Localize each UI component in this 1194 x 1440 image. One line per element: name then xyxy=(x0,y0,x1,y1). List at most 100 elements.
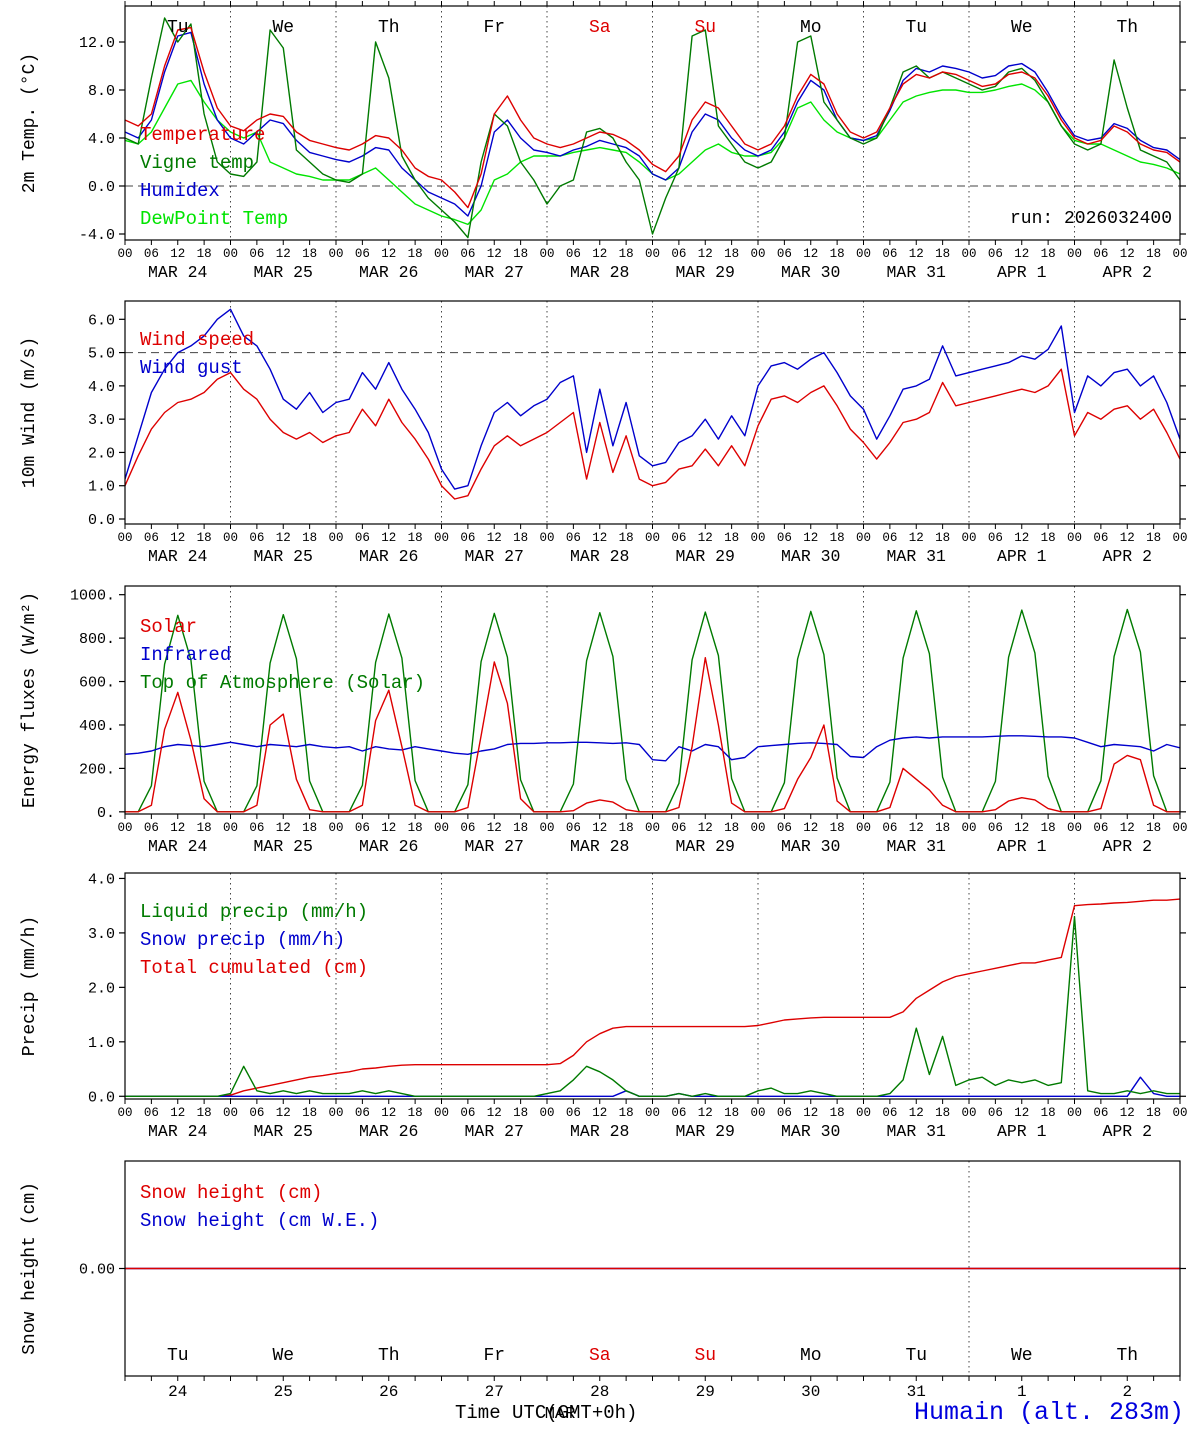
hour-label: 12 xyxy=(909,1106,924,1120)
hour-label: 12 xyxy=(909,247,924,261)
hour-label: 00 xyxy=(961,821,976,835)
hour-label: 18 xyxy=(830,821,845,835)
hour-label: 18 xyxy=(302,1106,317,1120)
y-tick-label: 600. xyxy=(79,675,115,692)
hour-label: 06 xyxy=(777,531,792,545)
hour-label: 12 xyxy=(170,1106,185,1120)
hour-label: 06 xyxy=(671,531,686,545)
hour-label: 00 xyxy=(223,1106,238,1120)
hour-label: 18 xyxy=(830,1106,845,1120)
hour-label: 12 xyxy=(698,531,713,545)
hour-label: 12 xyxy=(1014,247,1029,261)
y-tick-label: 200. xyxy=(79,761,115,778)
legend-entry: Solar xyxy=(140,616,197,638)
run-label: run: 2026032400 xyxy=(1010,209,1172,229)
hour-label: 12 xyxy=(698,1106,713,1120)
panel-frame xyxy=(124,872,1181,1100)
hour-label: 12 xyxy=(487,1106,502,1120)
station-label: Humain (alt. 283m) xyxy=(913,1398,1184,1427)
date-number: 31 xyxy=(907,1383,926,1401)
date-label: MAR 26 xyxy=(359,1122,418,1141)
hour-label: 06 xyxy=(144,1106,159,1120)
weekday-label: We xyxy=(272,18,294,38)
hour-label: 06 xyxy=(882,821,897,835)
hour-label: 00 xyxy=(1172,531,1187,545)
weekday-label: We xyxy=(1011,18,1033,38)
hour-label: 00 xyxy=(856,1106,871,1120)
panel-frame xyxy=(124,300,1181,525)
y-axis-title: Precip (mm/h) xyxy=(20,916,40,1056)
hour-label: 12 xyxy=(487,247,502,261)
hour-label: 18 xyxy=(1041,247,1056,261)
hour-label: 06 xyxy=(460,821,475,835)
hour-label: 06 xyxy=(566,247,581,261)
panel-frame xyxy=(124,5,1181,241)
hour-label: 00 xyxy=(1067,531,1082,545)
hour-label: 18 xyxy=(408,531,423,545)
weekday-label: Fr xyxy=(483,1346,505,1366)
date-number: 2 xyxy=(1122,1383,1132,1401)
hour-label: 18 xyxy=(197,1106,212,1120)
date-label: MAR 24 xyxy=(148,263,208,282)
hour-label: 18 xyxy=(1041,1106,1056,1120)
hour-label: 12 xyxy=(170,531,185,545)
hour-label: 18 xyxy=(619,531,634,545)
hour-label: 06 xyxy=(988,821,1003,835)
hour-label: 06 xyxy=(249,1106,264,1120)
hour-label: 18 xyxy=(724,1106,739,1120)
y-tick-label: 2.0 xyxy=(88,980,115,997)
hour-label: 06 xyxy=(882,247,897,261)
weekday-label: Th xyxy=(1116,18,1138,38)
date-label: MAR 28 xyxy=(570,1122,629,1141)
date-number: 29 xyxy=(696,1383,715,1401)
hour-label: 18 xyxy=(1041,531,1056,545)
hour-label: 18 xyxy=(302,821,317,835)
legend-entry: Snow precip (mm/h) xyxy=(140,929,345,951)
series-line-wind-gust xyxy=(125,308,1180,490)
date-label: MAR 26 xyxy=(359,547,418,566)
hour-label: 00 xyxy=(539,821,554,835)
date-number: 24 xyxy=(168,1383,187,1401)
hour-label: 00 xyxy=(856,821,871,835)
series-line-vigne-temp xyxy=(125,17,1180,239)
date-label: MAR 28 xyxy=(570,837,629,856)
legend-entry: Top of Atmosphere (Solar) xyxy=(140,672,425,694)
hour-label: 00 xyxy=(961,247,976,261)
hour-label: 12 xyxy=(1120,531,1135,545)
panel-frame xyxy=(124,1160,1181,1377)
hour-label: 06 xyxy=(1093,1106,1108,1120)
hour-label: 12 xyxy=(592,1106,607,1120)
weekday-label: Tu xyxy=(167,18,189,38)
hour-label: 18 xyxy=(619,1106,634,1120)
hour-label: 00 xyxy=(328,247,343,261)
hour-label: 12 xyxy=(381,247,396,261)
hour-label: 06 xyxy=(777,821,792,835)
hour-label: 00 xyxy=(645,821,660,835)
date-number: 25 xyxy=(274,1383,293,1401)
date-label: APR 2 xyxy=(1102,1122,1152,1141)
hour-label: 18 xyxy=(408,247,423,261)
hour-label: 06 xyxy=(1093,821,1108,835)
weekday-label: Tu xyxy=(167,1346,189,1366)
legend-entry: Temperature xyxy=(140,124,265,146)
hour-label: 00 xyxy=(223,247,238,261)
hour-label: 18 xyxy=(1146,821,1161,835)
hour-label: 00 xyxy=(328,821,343,835)
hour-label: 00 xyxy=(1067,1106,1082,1120)
hour-label: 06 xyxy=(882,531,897,545)
hour-label: 06 xyxy=(988,1106,1003,1120)
date-label: APR 2 xyxy=(1102,547,1152,566)
y-tick-label: 0.0 xyxy=(88,179,115,196)
date-label: MAR 29 xyxy=(676,547,735,566)
hour-label: 06 xyxy=(882,1106,897,1120)
series-line-total-cumulated-cm- xyxy=(125,898,1180,1097)
hour-label: 18 xyxy=(935,531,950,545)
hour-label: 06 xyxy=(1093,247,1108,261)
hour-label: 06 xyxy=(988,531,1003,545)
hour-label: 18 xyxy=(935,1106,950,1120)
weekday-label: Sa xyxy=(589,1346,611,1366)
weekday-label: Mo xyxy=(800,1346,822,1366)
hour-label: 00 xyxy=(328,1106,343,1120)
weekday-label: Th xyxy=(378,1346,400,1366)
y-tick-label: 1.0 xyxy=(88,479,115,496)
